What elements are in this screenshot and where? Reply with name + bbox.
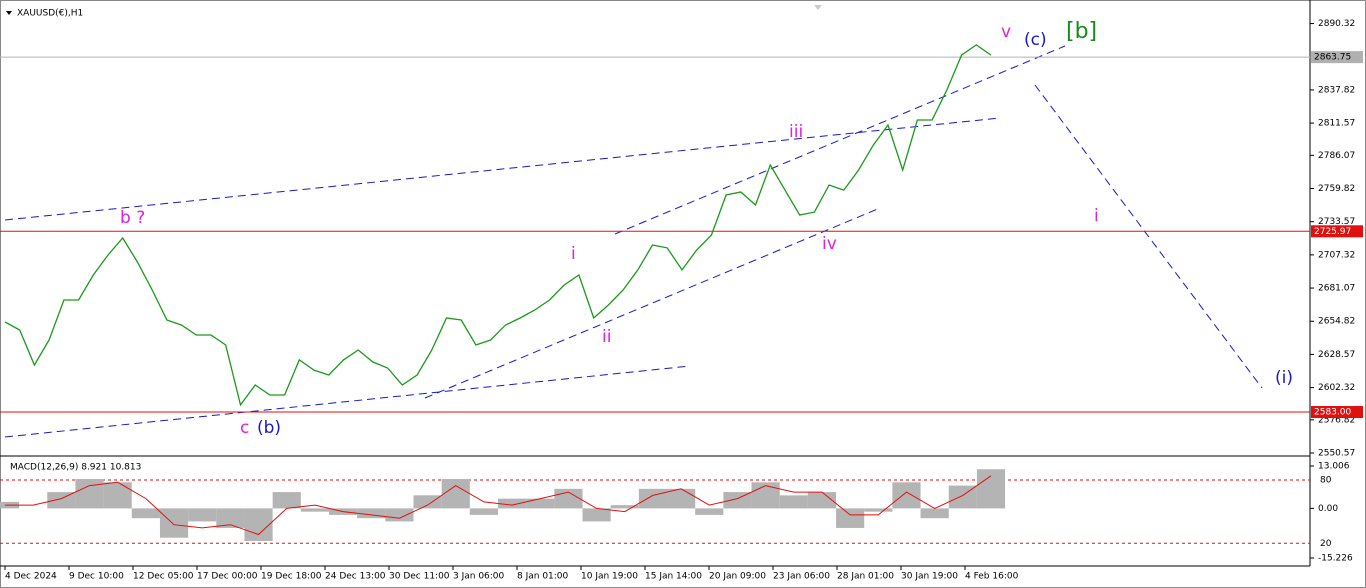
wave-label: (i) (1275, 368, 1293, 388)
y-tick-label: 2837.82 (1318, 85, 1355, 95)
trend-line (4, 365, 691, 438)
y-tick-label: 2550.57 (1318, 449, 1355, 459)
x-tick-label: 3 Jan 06:00 (453, 572, 505, 582)
level-label: 2863.75 (1314, 53, 1351, 63)
level-label: 80 (1320, 476, 1332, 486)
level-tag (1311, 51, 1363, 64)
macd-bar (807, 492, 837, 509)
x-tick-label: 24 Dec 13:00 (325, 572, 386, 582)
macd-bar (159, 508, 189, 538)
trend-line (614, 45, 1066, 235)
y-tick-label: -15.226 (1318, 554, 1353, 564)
macd-bar (638, 488, 668, 509)
macd-bar (469, 508, 498, 515)
macd-bar (920, 508, 949, 519)
x-tick-label: 19 Dec 18:00 (261, 572, 322, 582)
macd-bar (976, 469, 1006, 509)
x-tick-label: 12 Dec 05:00 (133, 572, 194, 582)
wave-label: (c) (1024, 30, 1047, 50)
macd-bar (188, 508, 217, 522)
trend-line (4, 117, 1001, 221)
macd-bar (385, 508, 414, 522)
macd-bar (498, 498, 527, 509)
trend-line (424, 207, 881, 399)
x-tick-label: 4 Feb 16:00 (965, 572, 1019, 582)
level-label: 2583.00 (1314, 408, 1351, 418)
x-tick-label: 8 Jan 01:00 (517, 572, 569, 582)
price-line (4, 44, 992, 407)
macd-bar (892, 482, 921, 509)
level-label: 2725.97 (1314, 227, 1351, 237)
y-tick-label: 2628.57 (1318, 350, 1355, 360)
macd-bar (695, 508, 724, 515)
wave-label: ii (602, 327, 611, 347)
wave-label: b ? (120, 208, 145, 228)
macd-bar (441, 479, 470, 509)
y-tick-label: 2707.32 (1318, 250, 1355, 260)
chart-title: XAUUSD(€),H1 (17, 9, 83, 19)
wave-label: iv (822, 234, 837, 254)
signal-line (5, 475, 992, 536)
macd-bar (244, 508, 273, 541)
macd-bar (582, 508, 611, 522)
wave-label: c (240, 418, 249, 438)
macd-bar (131, 508, 160, 519)
wave-label: v (1001, 22, 1011, 42)
menu-arrow (6, 11, 12, 15)
macd-title: MACD(12,26,9) 8.921 10.813 (10, 463, 141, 473)
y-tick-label: 2576.82 (1318, 415, 1355, 425)
y-tick-label: 2759.82 (1318, 184, 1355, 194)
macd-bar (526, 498, 555, 509)
x-tick-label: 30 Jan 19:00 (901, 572, 958, 582)
x-tick-label: 23 Jan 06:00 (773, 572, 830, 582)
macd-bar (357, 508, 386, 519)
y-tick-label: 2890.32 (1318, 19, 1355, 29)
wave-label: i (1094, 206, 1099, 226)
macd-bar (836, 508, 865, 528)
x-tick-label: 20 Jan 09:00 (709, 572, 766, 582)
x-tick-label: 10 Jan 19:00 (581, 572, 638, 582)
level-tag (1311, 406, 1363, 419)
y-tick-label: 2681.07 (1318, 284, 1355, 294)
trend-lines (4, 45, 1263, 438)
y-tick-label: 13.006 (1318, 461, 1350, 471)
x-tick-label: 28 Jan 01:00 (837, 572, 894, 582)
wave-label: (b) (257, 418, 281, 438)
x-tick-label: 30 Dec 11:00 (389, 572, 450, 582)
level-tag (1311, 225, 1363, 238)
y-tick-label: 2602.32 (1318, 383, 1355, 393)
wave-label: iii (789, 122, 803, 142)
x-tick-label: 17 Dec 00:00 (197, 572, 258, 582)
y-tick-label: 2733.57 (1318, 217, 1355, 227)
y-tick-label: 2811.57 (1318, 119, 1355, 129)
wave-label: [b] (1066, 19, 1097, 44)
macd-bar (47, 492, 76, 509)
macd-bar (779, 495, 808, 509)
macd-bar (272, 492, 301, 509)
macd-bar (216, 508, 245, 528)
y-tick-label: 2654.82 (1318, 317, 1355, 327)
x-tick-label: 9 Dec 10:00 (69, 572, 124, 582)
macd-bar (864, 508, 893, 512)
macd-bar (723, 492, 752, 509)
macd-bar (751, 482, 780, 509)
scroll-marker (814, 5, 822, 10)
macd-bar (610, 505, 639, 509)
trend-line (1034, 84, 1263, 389)
macd-bar (667, 488, 696, 509)
macd-bar (75, 479, 104, 509)
macd-bar (948, 485, 977, 509)
y-tick-label: 0.00 (1318, 504, 1338, 514)
macd-bar (413, 495, 442, 509)
level-label: 20 (1320, 539, 1332, 549)
x-tick-label: 4 Dec 2024 (5, 572, 57, 582)
macd-bar (300, 508, 329, 512)
x-tick-label: 15 Jan 14:00 (645, 572, 702, 582)
y-tick-label: 2786.07 (1318, 151, 1355, 161)
wave-label: i (571, 244, 576, 264)
macd-bar (103, 482, 132, 509)
